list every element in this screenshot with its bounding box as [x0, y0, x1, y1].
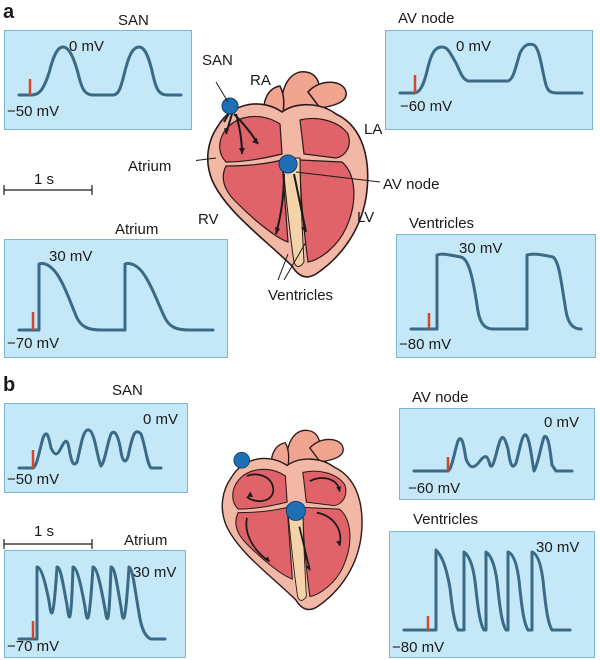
atrium-trace-b [17, 565, 167, 641]
heart-label-san-a: SAN [202, 52, 233, 69]
scale-bar-b [3, 539, 93, 549]
san-waveform-b [17, 428, 163, 470]
san-title-b: SAN [112, 382, 143, 399]
heart-label-av-node-a: AV node [383, 176, 440, 193]
ventricles-trace-b [402, 548, 572, 632]
av-node-trace-a [398, 42, 584, 95]
san-trace-a [17, 45, 183, 97]
av-node-waveform-a [398, 42, 584, 95]
ventricles-top-value-a: 30 mV [459, 240, 503, 257]
av-node-top-value-a: 0 mV [456, 38, 492, 55]
heart-label-ventricles-a: Ventricles [268, 287, 334, 304]
av-node-top-value-b: 0 mV [544, 414, 580, 431]
atrium-trace-a [17, 262, 215, 332]
ventricles-title-b: Ventricles [413, 511, 479, 528]
scale-bar-label-a: 1 s [34, 171, 55, 188]
atrium-bottom-value-a: −70 mV [7, 335, 60, 352]
san-trace-box-b: 0 mV −50 mV [4, 403, 188, 493]
san-top-value-b: 0 mV [143, 411, 179, 428]
scale-bar-a [3, 185, 93, 195]
san-trace-box-a: 0 mV −50 mV [4, 30, 192, 130]
av-node-dot-b [285, 500, 306, 521]
av-node-title-a: AV node [398, 10, 455, 27]
atrium-top-value-b: 30 mV [133, 564, 177, 581]
san-trace-b [17, 428, 163, 470]
heart-label-rv-a: RV [198, 211, 219, 228]
av-node-bottom-value-b: −60 mV [408, 480, 461, 497]
av-node-trace-box-b: 0 mV −60 mV [399, 408, 595, 500]
san-bottom-value-b: −50 mV [7, 471, 60, 488]
san-title-a: SAN [118, 12, 149, 29]
heart-label-ra-a: RA [250, 72, 271, 89]
san-node-a [221, 97, 239, 115]
heart-label-la-a: LA [364, 121, 383, 138]
panel-a-letter: a [3, 1, 15, 23]
av-node-trace-b [412, 433, 574, 473]
av-node-trace-box-a: 0 mV −60 mV [385, 30, 593, 130]
atrium-bottom-value-b: −70 mV [7, 638, 60, 655]
ventricles-trace-a [409, 252, 583, 331]
san-bottom-value-a: −50 mV [7, 103, 60, 120]
ventricles-trace-box-b: 30 mV −80 mV [389, 531, 595, 658]
atrium-top-value-a: 30 mV [49, 248, 93, 265]
san-node-b [233, 451, 251, 469]
atrium-waveform-b [17, 565, 167, 641]
panel-b-letter: b [3, 374, 16, 396]
av-node-bottom-value-a: −60 mV [400, 98, 453, 115]
atrium-title-a: Atrium [115, 221, 159, 238]
heart-diagram-b [221, 429, 363, 611]
atrium-waveform-a [17, 262, 215, 332]
san-waveform-a [17, 45, 183, 97]
atrium-trace-box-a: 30 mV −70 mV [4, 239, 228, 358]
av-node-dot-a [278, 154, 298, 174]
av-node-title-b: AV node [412, 389, 469, 406]
ventricles-bottom-value-b: −80 mV [392, 639, 445, 656]
scale-bar-label-b: 1 s [34, 523, 55, 540]
atrium-trace-box-b: 30 mV −70 mV [4, 550, 186, 658]
heart-label-atrium-a: Atrium [128, 158, 172, 175]
av-node-waveform-b [412, 433, 574, 473]
ventricles-waveform-b [402, 548, 572, 632]
ventricles-bottom-value-a: −80 mV [399, 336, 452, 353]
ventricles-waveform-a [409, 252, 583, 331]
ventricles-top-value-b: 30 mV [536, 539, 580, 556]
ventricles-title-a: Ventricles [409, 215, 475, 232]
heart-label-lv-a: LV [357, 209, 375, 226]
atrium-title-b: Atrium [124, 532, 168, 549]
san-top-value-a: 0 mV [69, 38, 105, 55]
ventricles-trace-box-a: 30 mV −80 mV [396, 234, 596, 358]
heart-diagram-a [196, 71, 381, 280]
